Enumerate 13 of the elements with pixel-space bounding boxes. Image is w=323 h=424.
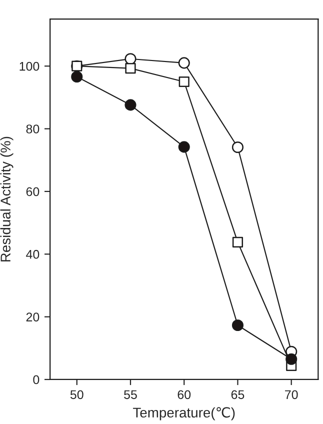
x-axis-title: Temperature(℃) bbox=[133, 407, 235, 420]
y-tick-label: 80 bbox=[26, 124, 40, 134]
y-tick-label: 40 bbox=[26, 250, 40, 259]
x-tick-label: 65 bbox=[231, 390, 244, 400]
y-tick-label: 20 bbox=[26, 312, 40, 322]
y-tick-label: 60 bbox=[26, 187, 40, 196]
x-tick-label: 60 bbox=[178, 390, 191, 400]
y-tick-label: 0 bbox=[33, 375, 40, 384]
x-tick-label: 55 bbox=[124, 390, 137, 400]
y-axis-title: Residual Activity (%) bbox=[0, 136, 14, 262]
x-tick-label: 50 bbox=[70, 390, 84, 400]
y-tick-label: 100 bbox=[20, 62, 40, 71]
x-tick-label: 70 bbox=[285, 390, 298, 400]
